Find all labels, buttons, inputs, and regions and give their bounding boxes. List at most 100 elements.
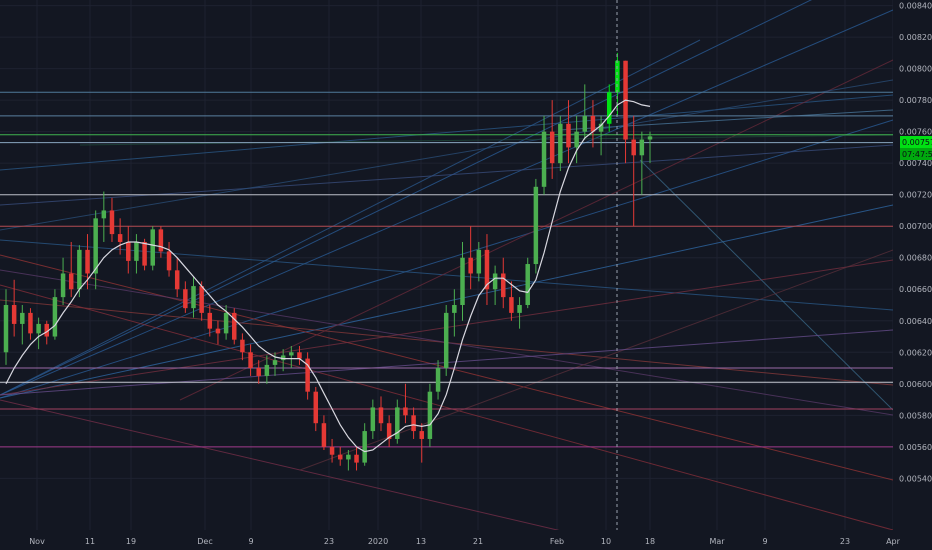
candle-body[interactable] (223, 312, 229, 334)
candle-body[interactable] (525, 264, 530, 306)
trend-line (0, 284, 894, 531)
candle-body[interactable] (207, 312, 213, 329)
candle-body[interactable] (52, 297, 58, 337)
time-tick-label: 9 (248, 537, 253, 546)
candle-body[interactable] (647, 136, 653, 140)
candle-body[interactable] (558, 123, 563, 164)
candle-body[interactable] (191, 286, 196, 309)
last-price-tag (900, 136, 932, 148)
candle-body[interactable] (240, 339, 245, 353)
candle-body[interactable] (517, 305, 522, 313)
candle-body[interactable] (509, 297, 514, 313)
candle-body[interactable] (256, 368, 261, 376)
candle-body[interactable] (264, 364, 270, 376)
candle-body[interactable] (126, 241, 131, 261)
candle-body[interactable] (337, 454, 343, 460)
candle-body[interactable] (615, 60, 620, 93)
candle-body[interactable] (166, 251, 172, 271)
time-axis[interactable]: Nov 11 19 Dec 9 23 2020 13 21 Feb 10 18 Mar 9 23 Apr (0, 530, 932, 550)
candle-body[interactable] (11, 305, 17, 324)
candle-body[interactable] (272, 360, 278, 365)
candle-body[interactable] (639, 139, 645, 156)
candle-body[interactable] (93, 218, 98, 274)
time-tick-label: 21 (473, 537, 483, 546)
candle-body[interactable] (329, 446, 335, 455)
candle-body[interactable] (183, 289, 188, 309)
candle-body[interactable] (134, 241, 139, 261)
candle-body[interactable] (460, 257, 465, 306)
candle-body[interactable] (117, 234, 123, 242)
candle-body[interactable] (28, 312, 33, 334)
candle-body[interactable] (158, 229, 164, 252)
candle-body[interactable] (77, 249, 82, 290)
candle-body[interactable] (142, 241, 147, 266)
candle-body[interactable] (378, 407, 384, 424)
candle-body[interactable] (305, 358, 310, 392)
candle-body[interactable] (36, 323, 41, 334)
candle-body[interactable] (411, 415, 416, 432)
time-tick-label: 18 (645, 537, 655, 546)
moving-average (5, 99, 651, 453)
moving-average-line (5, 99, 651, 453)
candle-body[interactable] (386, 423, 392, 439)
candle-body[interactable] (150, 229, 155, 266)
trend-line (0, 9, 894, 396)
candle-body[interactable] (248, 352, 253, 369)
candle-body[interactable] (20, 312, 25, 324)
candle-body[interactable] (427, 391, 433, 439)
candle-body[interactable] (484, 249, 490, 290)
candle-body[interactable] (354, 454, 359, 463)
time-tick-label: Apr (886, 537, 901, 546)
candle-body[interactable] (533, 186, 539, 265)
candle-body[interactable] (452, 305, 457, 313)
candle-body[interactable] (476, 249, 482, 274)
candle-body[interactable] (297, 352, 302, 359)
candle-body[interactable] (232, 312, 237, 340)
candle-body[interactable] (3, 305, 9, 353)
time-tick-label: 9 (762, 537, 767, 546)
candle-body[interactable] (590, 115, 596, 132)
candle-body[interactable] (68, 273, 74, 290)
candle-body[interactable] (174, 270, 180, 290)
candle-body[interactable] (370, 407, 376, 432)
candle-body[interactable] (631, 139, 636, 156)
candle-body[interactable] (443, 312, 449, 369)
candle-body[interactable] (582, 115, 588, 132)
candle-body[interactable] (435, 368, 441, 392)
candle-body[interactable] (362, 431, 367, 463)
candle-body[interactable] (85, 249, 90, 274)
candle-body[interactable] (215, 328, 221, 334)
candle-body[interactable] (492, 273, 498, 290)
candle-body[interactable] (566, 123, 571, 148)
candle-body[interactable] (403, 407, 408, 416)
candle-body[interactable] (419, 431, 424, 439)
candle-body[interactable] (574, 131, 579, 148)
candle-body[interactable] (346, 454, 351, 460)
candle-body[interactable] (199, 286, 204, 313)
candle-body[interactable] (549, 131, 555, 164)
candle-body[interactable] (606, 92, 612, 124)
candle-body[interactable] (280, 355, 286, 361)
candle-body[interactable] (44, 323, 50, 337)
candle-body[interactable] (60, 273, 66, 298)
candle-body[interactable] (395, 407, 400, 439)
candle-body[interactable] (101, 210, 107, 219)
candle-body[interactable] (109, 210, 115, 235)
candle-body[interactable] (501, 273, 506, 298)
candle-body[interactable] (541, 131, 547, 187)
candle-body[interactable] (598, 123, 604, 132)
last-price-label: 0.007570 (902, 138, 932, 147)
candle-body[interactable] (468, 257, 473, 274)
candle-body[interactable] (321, 423, 327, 447)
candle-body[interactable] (289, 352, 294, 356)
candle-body[interactable] (313, 391, 319, 424)
